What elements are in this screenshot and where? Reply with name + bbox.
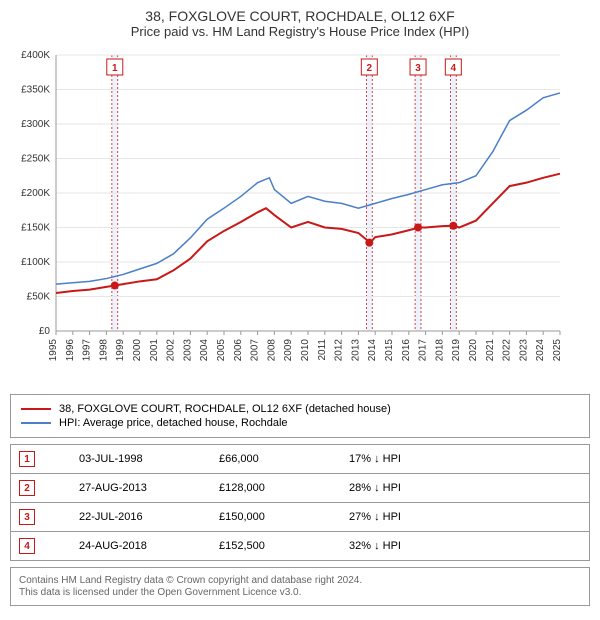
table-row: 1 03-JUL-1998£66,00017% ↓ HPI: [11, 445, 589, 474]
sale-price: £128,000: [211, 476, 341, 500]
footer-attribution: Contains HM Land Registry data © Crown c…: [10, 567, 590, 606]
svg-text:2015: 2015: [384, 339, 395, 362]
legend-swatch: [21, 408, 51, 410]
svg-text:2008: 2008: [266, 339, 277, 362]
sale-date: 22-JUL-2016: [71, 505, 211, 529]
svg-text:2004: 2004: [199, 339, 210, 362]
chart-area: 1 2 3 4 £0 £50K £100K £150K £200K £250K £300K £350K…: [10, 45, 590, 390]
svg-text:£250K: £250K: [21, 154, 50, 165]
sales-table: 1 03-JUL-1998£66,00017% ↓ HPI 2 27-AUG-2013…: [10, 444, 590, 561]
svg-text:£400K: £400K: [21, 50, 50, 61]
legend-item: HPI: Average price, detached house, Roch…: [21, 417, 579, 429]
sale-date: 03-JUL-1998: [71, 447, 211, 471]
svg-text:2014: 2014: [367, 339, 378, 362]
svg-text:1999: 1999: [115, 339, 126, 362]
svg-text:2019: 2019: [451, 339, 462, 362]
table-row: 4 24-AUG-2018£152,50032% ↓ HPI: [11, 532, 589, 560]
legend-label: 38, FOXGLOVE COURT, ROCHDALE, OL12 6XF (…: [59, 403, 391, 415]
chart-subtitle: Price paid vs. HM Land Registry's House …: [10, 24, 590, 39]
svg-text:2018: 2018: [434, 339, 445, 362]
sale-badge: 1: [19, 451, 35, 467]
svg-text:£200K: £200K: [21, 188, 50, 199]
svg-text:£300K: £300K: [21, 119, 50, 130]
sale-badge: 2: [19, 480, 35, 496]
svg-text:£0: £0: [39, 326, 51, 337]
sale-price: £66,000: [211, 447, 341, 471]
svg-text:£50K: £50K: [27, 292, 51, 303]
svg-text:1998: 1998: [98, 339, 109, 362]
sale-delta: 32% ↓ HPI: [341, 534, 589, 558]
sale-delta: 27% ↓ HPI: [341, 505, 589, 529]
sale-price: £152,500: [211, 534, 341, 558]
legend: 38, FOXGLOVE COURT, ROCHDALE, OL12 6XF (…: [10, 394, 590, 438]
svg-text:2025: 2025: [552, 339, 563, 362]
svg-text:2001: 2001: [149, 339, 160, 362]
legend-swatch: [21, 422, 51, 424]
svg-text:1997: 1997: [82, 339, 93, 362]
svg-text:2: 2: [367, 63, 373, 74]
sale-delta: 28% ↓ HPI: [341, 476, 589, 500]
svg-text:2023: 2023: [518, 339, 529, 362]
svg-text:2005: 2005: [216, 339, 227, 362]
svg-text:2009: 2009: [283, 339, 294, 362]
svg-text:3: 3: [415, 63, 421, 74]
legend-item: 38, FOXGLOVE COURT, ROCHDALE, OL12 6XF (…: [21, 403, 579, 415]
svg-text:£350K: £350K: [21, 85, 50, 96]
svg-text:2011: 2011: [317, 339, 328, 361]
sale-delta: 17% ↓ HPI: [341, 447, 589, 471]
svg-text:1995: 1995: [48, 339, 59, 362]
svg-text:2016: 2016: [401, 339, 412, 362]
chart-title: 38, FOXGLOVE COURT, ROCHDALE, OL12 6XF: [10, 8, 590, 24]
svg-text:2013: 2013: [350, 339, 361, 362]
legend-label: HPI: Average price, detached house, Roch…: [59, 417, 288, 429]
svg-text:2021: 2021: [485, 339, 496, 362]
table-row: 3 22-JUL-2016£150,00027% ↓ HPI: [11, 503, 589, 532]
table-row: 2 27-AUG-2013£128,00028% ↓ HPI: [11, 474, 589, 503]
sale-badge: 4: [19, 538, 35, 554]
svg-text:2000: 2000: [132, 339, 143, 362]
svg-text:2003: 2003: [182, 339, 193, 362]
svg-text:2022: 2022: [502, 339, 513, 362]
footer-line: This data is licensed under the Open Gov…: [19, 587, 581, 598]
svg-text:2024: 2024: [535, 339, 546, 362]
svg-text:£150K: £150K: [21, 223, 50, 234]
svg-text:4: 4: [451, 63, 457, 74]
sale-badge: 3: [19, 509, 35, 525]
svg-text:2020: 2020: [468, 339, 479, 362]
svg-text:2007: 2007: [250, 339, 261, 362]
svg-text:2002: 2002: [166, 339, 177, 362]
sale-price: £150,000: [211, 505, 341, 529]
svg-text:£100K: £100K: [21, 257, 50, 268]
svg-text:1: 1: [112, 63, 118, 74]
svg-text:2012: 2012: [334, 339, 345, 362]
svg-text:1996: 1996: [65, 339, 76, 362]
svg-text:2017: 2017: [418, 339, 429, 362]
sale-date: 24-AUG-2018: [71, 534, 211, 558]
svg-text:2006: 2006: [233, 339, 244, 362]
footer-line: Contains HM Land Registry data © Crown c…: [19, 575, 581, 586]
line-chart: 1 2 3 4 £0 £50K £100K £150K £200K £250K £300K £350K…: [10, 45, 570, 385]
sale-date: 27-AUG-2013: [71, 476, 211, 500]
svg-text:2010: 2010: [300, 339, 311, 362]
